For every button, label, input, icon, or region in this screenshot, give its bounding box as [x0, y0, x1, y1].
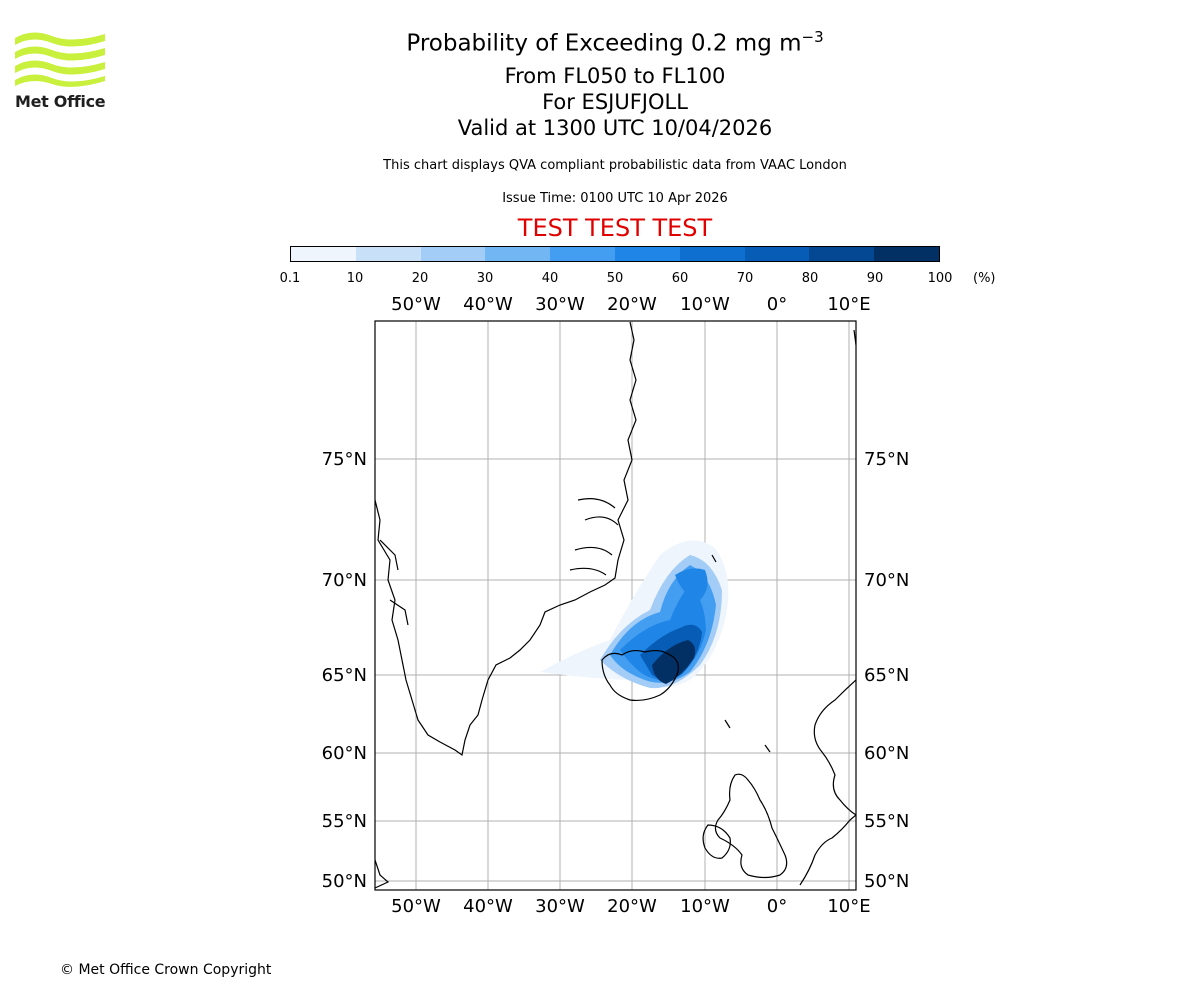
- colorbar-unit: (%): [973, 271, 996, 286]
- colorbar-segment: [809, 247, 875, 261]
- longitude-label: 30°W: [535, 896, 585, 917]
- longitude-label: 10°W: [680, 294, 730, 315]
- colorbar-tick-label: 70: [736, 271, 754, 286]
- latitude-label: 65°N: [864, 665, 909, 686]
- met-office-logo: [15, 32, 105, 87]
- gridlines: [375, 321, 856, 890]
- longitude-label: 50°W: [391, 896, 441, 917]
- latitude-labels-left: 75°N 70°N 65°N 60°N 55°N 50°N: [322, 449, 367, 892]
- latitude-label: 50°N: [864, 871, 909, 892]
- longitude-label: 10°E: [827, 294, 870, 315]
- test-banner: TEST TEST TEST: [517, 214, 713, 242]
- latitude-label: 50°N: [322, 871, 367, 892]
- latitude-label: 60°N: [322, 743, 367, 764]
- colorbar-tick-label: 0.1: [279, 271, 301, 286]
- colorbar-tick-label: 80: [801, 271, 819, 286]
- latitude-label: 75°N: [322, 449, 367, 470]
- latitude-label: 70°N: [864, 570, 909, 591]
- colorbar-tick-label: 60: [671, 271, 689, 286]
- colorbar: [290, 246, 940, 262]
- latitude-label: 65°N: [322, 665, 367, 686]
- colorbar-tick-label: 100: [927, 271, 953, 286]
- colorbar-tick-label: 30: [476, 271, 494, 286]
- map-content: [375, 321, 856, 890]
- longitude-label: 20°W: [607, 896, 657, 917]
- longitude-label: 40°W: [463, 896, 513, 917]
- valid-time: Valid at 1300 UTC 10/04/2026: [457, 116, 773, 140]
- colorbar-segment: [614, 247, 680, 261]
- latitude-label: 55°N: [864, 811, 909, 832]
- latitude-label: 55°N: [322, 811, 367, 832]
- longitude-label: 40°W: [463, 294, 513, 315]
- latitude-label: 75°N: [864, 449, 909, 470]
- colorbar-segment: [679, 247, 745, 261]
- colorbar-segment: [744, 247, 810, 261]
- flight-level-range: From FL050 to FL100: [504, 64, 726, 88]
- longitude-labels-bottom: 50°W 40°W 30°W 20°W 10°W 0° 10°E: [391, 896, 870, 917]
- coastlines: [375, 321, 856, 889]
- colorbar-segment: [550, 247, 615, 261]
- logo-text: Met Office: [15, 92, 106, 111]
- map-frame: [374, 320, 857, 891]
- longitude-label: 30°W: [535, 294, 585, 315]
- longitude-label: 0°: [767, 294, 787, 315]
- colorbar-tick-label: 10: [346, 271, 364, 286]
- longitude-label: 10°W: [680, 896, 730, 917]
- latitude-label: 60°N: [864, 743, 909, 764]
- colorbar-segment: [874, 247, 939, 261]
- volcano-name: For ESJUFJOLL: [542, 90, 688, 114]
- chart-description: This chart displays QVA compliant probab…: [383, 158, 847, 173]
- longitude-label: 0°: [767, 896, 787, 917]
- chart-title: Probability of Exceeding 0.2 mg m−3: [406, 28, 824, 57]
- longitude-label: 10°E: [827, 896, 870, 917]
- colorbar-tick-label: 50: [606, 271, 624, 286]
- longitude-labels-top: 50°W 40°W 30°W 20°W 10°W 0° 10°E: [391, 294, 870, 315]
- colorbar-tick-label: 90: [866, 271, 884, 286]
- colorbar-tick-label: 40: [541, 271, 559, 286]
- latitude-label: 70°N: [322, 570, 367, 591]
- issue-time: Issue Time: 0100 UTC 10 Apr 2026: [502, 191, 728, 206]
- ash-probability-plume: [540, 540, 729, 689]
- colorbar-segment: [485, 247, 551, 261]
- longitude-label: 20°W: [607, 294, 657, 315]
- copyright: © Met Office Crown Copyright: [60, 962, 272, 978]
- colorbar-segment: [291, 247, 356, 261]
- longitude-label: 50°W: [391, 294, 441, 315]
- latitude-labels-right: 75°N 70°N 65°N 60°N 55°N 50°N: [864, 449, 909, 892]
- colorbar-tick-label: 20: [411, 271, 429, 286]
- colorbar-segment: [355, 247, 421, 261]
- colorbar-segment: [420, 247, 486, 261]
